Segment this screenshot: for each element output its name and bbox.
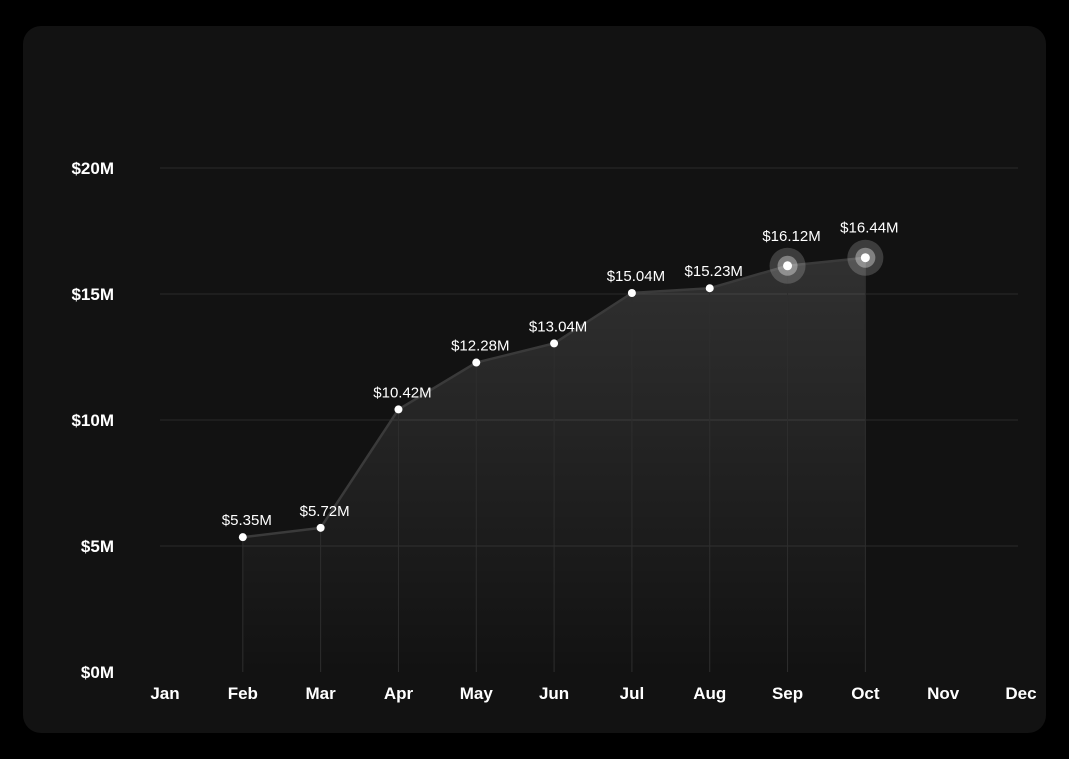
data-labels: $5.35M $5.72M $10.42M $12.28M $13.04M $15.04M… bbox=[222, 220, 899, 529]
y-tick-label: $15M bbox=[71, 285, 114, 304]
y-tick-label: $0M bbox=[81, 663, 114, 682]
x-tick-label: Apr bbox=[384, 684, 414, 703]
data-label: $12.28M bbox=[451, 338, 509, 355]
x-tick-label: Jan bbox=[150, 684, 179, 703]
x-tick-label: May bbox=[460, 684, 494, 703]
x-tick-label: Feb bbox=[228, 684, 258, 703]
data-point[interactable] bbox=[860, 253, 870, 263]
x-tick-label: Jun bbox=[539, 684, 569, 703]
data-point[interactable] bbox=[705, 284, 714, 293]
y-axis-ticks: $0M $5M $10M $15M $20M bbox=[71, 159, 114, 682]
x-tick-label: Mar bbox=[306, 684, 337, 703]
data-label: $15.23M bbox=[685, 263, 743, 280]
data-point[interactable] bbox=[394, 405, 403, 414]
data-point[interactable] bbox=[783, 261, 793, 271]
x-tick-label: Sep bbox=[772, 684, 803, 703]
x-axis-ticks: Jan Feb Mar Apr May Jun Jul Aug Sep Oct Nov Dec bbox=[150, 684, 1036, 703]
data-point[interactable] bbox=[550, 339, 559, 348]
y-tick-label: $10M bbox=[71, 411, 114, 430]
data-points bbox=[238, 239, 884, 542]
data-point[interactable] bbox=[627, 288, 636, 297]
data-point[interactable] bbox=[316, 523, 325, 532]
data-label: $5.72M bbox=[300, 503, 350, 520]
drop-lines bbox=[242, 257, 866, 672]
y-tick-label: $20M bbox=[71, 159, 114, 178]
x-tick-label: Nov bbox=[927, 684, 960, 703]
data-point[interactable] bbox=[238, 533, 247, 542]
data-label: $10.42M bbox=[373, 384, 431, 401]
x-tick-label: Dec bbox=[1005, 684, 1036, 703]
data-label: $5.35M bbox=[222, 512, 272, 529]
data-label: $15.04M bbox=[607, 268, 665, 285]
y-tick-label: $5M bbox=[81, 537, 114, 556]
data-point[interactable] bbox=[472, 358, 481, 367]
x-tick-label: Aug bbox=[693, 684, 726, 703]
x-tick-label: Jul bbox=[620, 684, 645, 703]
data-label: $16.44M bbox=[840, 220, 898, 237]
x-tick-label: Oct bbox=[851, 684, 880, 703]
data-label: $13.04M bbox=[529, 318, 587, 335]
data-label: $16.12M bbox=[762, 228, 820, 245]
